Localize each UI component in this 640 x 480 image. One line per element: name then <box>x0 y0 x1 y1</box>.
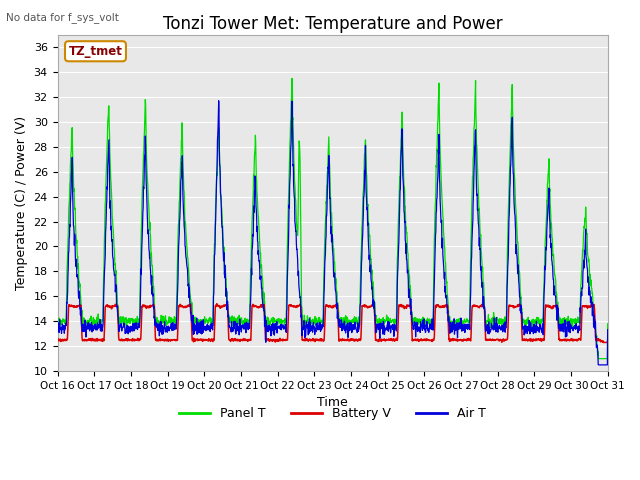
Title: Tonzi Tower Met: Temperature and Power: Tonzi Tower Met: Temperature and Power <box>163 15 502 33</box>
Text: No data for f_sys_volt: No data for f_sys_volt <box>6 12 119 23</box>
X-axis label: Time: Time <box>317 396 348 409</box>
Text: TZ_tmet: TZ_tmet <box>68 45 122 58</box>
Y-axis label: Temperature (C) / Power (V): Temperature (C) / Power (V) <box>15 116 28 290</box>
Legend: Panel T, Battery V, Air T: Panel T, Battery V, Air T <box>174 402 491 425</box>
